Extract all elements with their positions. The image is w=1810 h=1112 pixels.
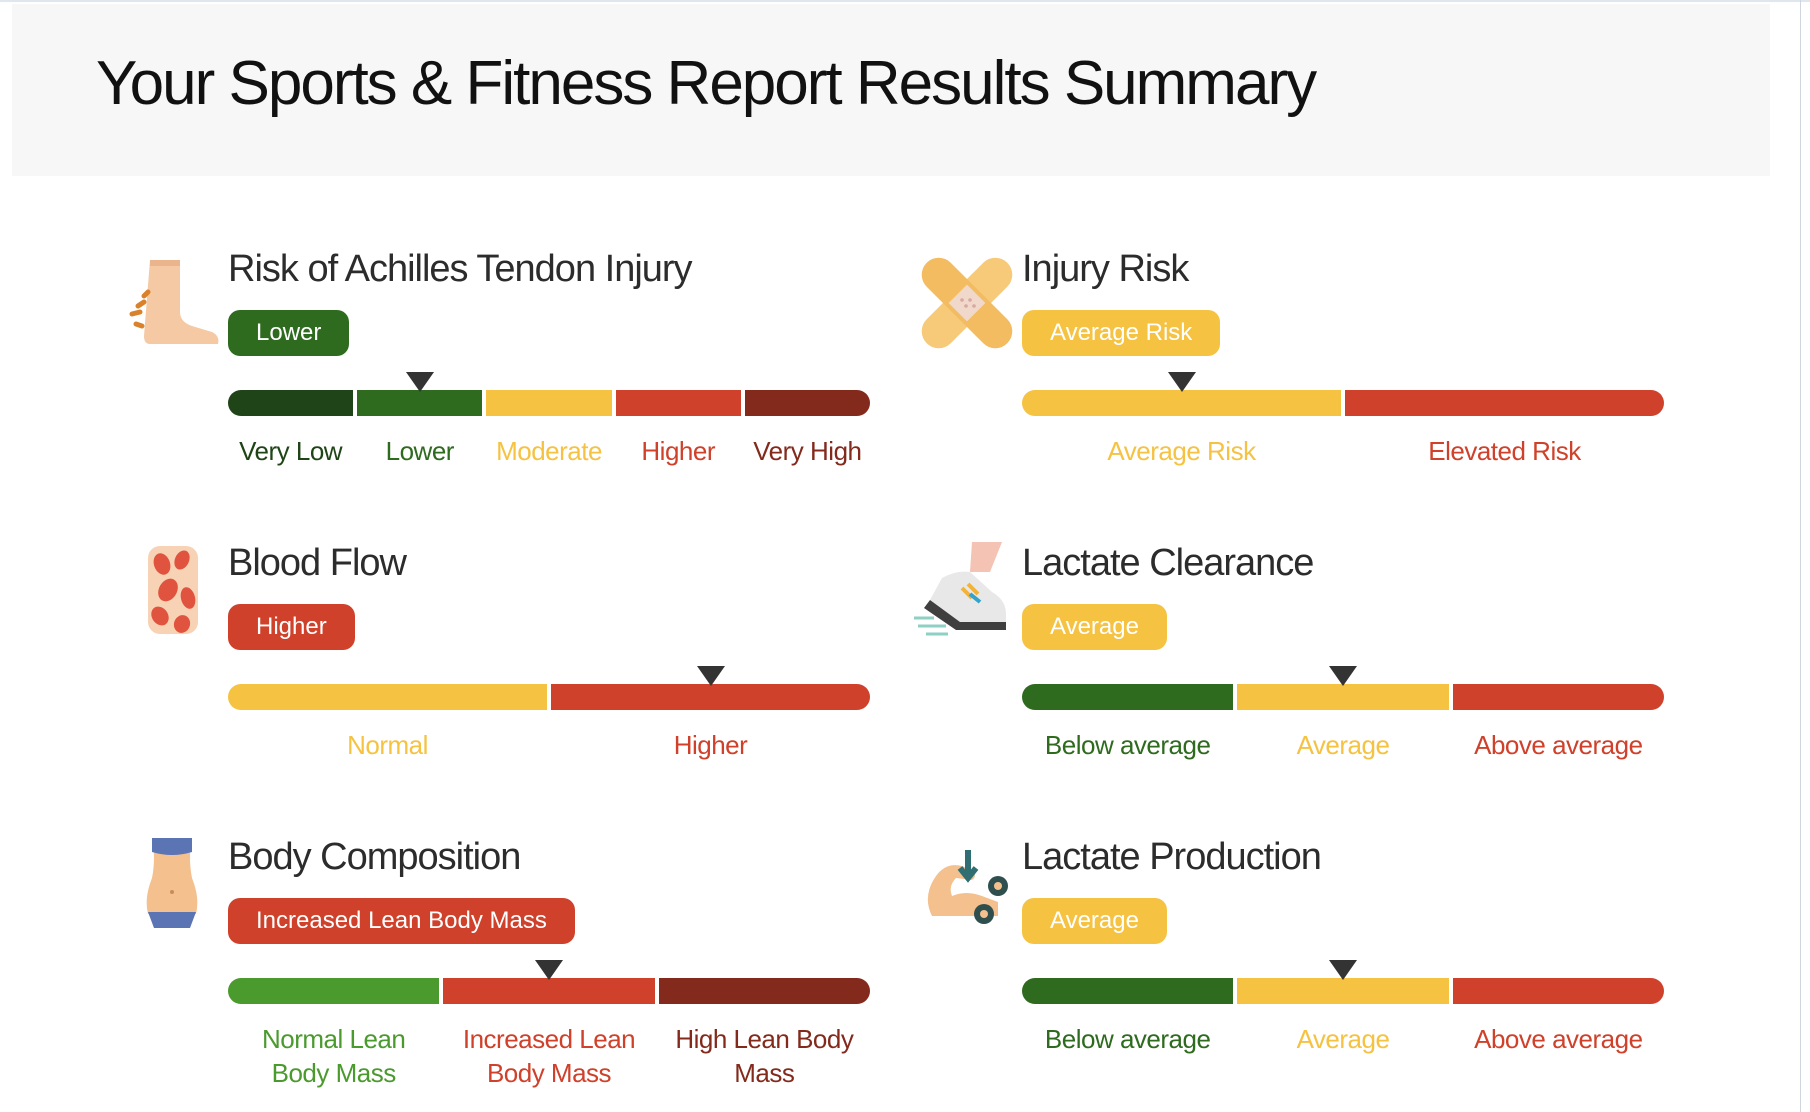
card-body-composition: Body Composition Increased Lean Body Mas…	[146, 836, 968, 1106]
result-badge: Increased Lean Body Mass	[228, 898, 575, 944]
result-marker	[696, 666, 725, 686]
top-border	[0, 0, 1810, 2]
card-blood-flow: Blood Flow Higher Normal Higher	[148, 542, 968, 812]
scale-segment	[658, 978, 870, 1004]
scale-segment	[228, 390, 354, 416]
scale-label: Very Low	[239, 436, 343, 466]
scale-segment	[1237, 978, 1449, 1004]
scale-segment	[615, 390, 741, 416]
scale-label: Moderate	[496, 436, 602, 466]
result-marker	[1167, 372, 1196, 392]
scale-bar	[1022, 390, 1664, 416]
scale-segment	[744, 390, 870, 416]
scale-label: Increased Lean Body Mass	[462, 1022, 636, 1090]
card-title: Body Composition	[228, 836, 521, 878]
card-title: Lactate Clearance	[1022, 542, 1314, 584]
scale-label-line: Body Mass	[271, 1058, 397, 1088]
card-achilles: Risk of Achilles Tendon Injury Lower Ver…	[129, 248, 968, 518]
blood-cells-icon	[118, 542, 228, 652]
scale-label: Normal Lean Body Mass	[261, 1022, 406, 1090]
scale-label: Very High	[753, 436, 862, 466]
scale-segment	[1237, 684, 1449, 710]
scale-bar	[1022, 978, 1664, 1004]
scale-label: Average Risk	[1107, 436, 1256, 466]
scale-label: Higher	[641, 436, 715, 466]
scale-label: Above average	[1474, 1024, 1643, 1054]
card-lactate-production: Lactate Production Average Below average…	[927, 836, 1762, 1106]
scale-segment	[1022, 978, 1234, 1004]
scale-label: Higher	[673, 730, 748, 760]
scale-segment	[1022, 390, 1341, 416]
scale-segment	[551, 684, 870, 710]
result-badge: Average	[1022, 898, 1167, 944]
scale-label: Below average	[1044, 730, 1211, 760]
scale-bar	[228, 978, 870, 1004]
scale-segment	[1345, 390, 1664, 416]
scale-label: Below average	[1044, 1024, 1211, 1054]
scale-segment	[1022, 684, 1234, 710]
scale-bar	[228, 390, 870, 416]
scale-label: Lower	[385, 436, 455, 466]
scale-segment	[443, 978, 655, 1004]
foot-injury-icon	[118, 248, 228, 358]
scale-label-line: High Lean Body	[675, 1024, 854, 1054]
scale-label: Normal	[347, 730, 428, 760]
scale-label-line: Body Mass	[486, 1058, 612, 1088]
card-title: Risk of Achilles Tendon Injury	[228, 248, 693, 290]
scale-label: Average	[1296, 730, 1390, 760]
scale-bar	[1022, 684, 1664, 710]
scale-label-line: Normal Lean	[261, 1024, 406, 1054]
scale-label: High Lean Body Mass	[675, 1022, 854, 1090]
card-title: Lactate Production	[1022, 836, 1322, 878]
scrollbar-edge	[1800, 0, 1801, 1112]
scale-label-line: Increased Lean	[462, 1024, 636, 1054]
result-badge: Average	[1022, 604, 1167, 650]
muscle-arm-icon	[912, 836, 1022, 946]
card-lactate-clearance: Lactate Clearance Average Below average A…	[914, 542, 1762, 812]
result-marker	[405, 372, 434, 392]
scale-segment	[357, 390, 483, 416]
scale-segment	[486, 390, 612, 416]
card-injury-risk: Injury Risk Average Risk Average Risk Ele…	[921, 248, 1762, 518]
report-header: Your Sports & Fitness Report Results Sum…	[12, 4, 1770, 176]
scale-label: Above average	[1474, 730, 1643, 760]
result-marker	[535, 960, 563, 980]
scale-segment	[1452, 978, 1664, 1004]
scale-segment	[228, 978, 440, 1004]
result-badge: Lower	[228, 310, 350, 356]
scale-bar	[228, 684, 870, 710]
scale-segment	[228, 684, 547, 710]
torso-icon	[118, 836, 228, 946]
result-badge: Higher	[228, 604, 355, 650]
scale-label: Elevated Risk	[1428, 436, 1581, 466]
page-title: Your Sports & Fitness Report Results Sum…	[96, 49, 1317, 118]
card-title: Injury Risk	[1022, 248, 1189, 290]
scale-segment	[1452, 684, 1664, 710]
scale-label-line: Mass	[734, 1058, 795, 1088]
card-title: Blood Flow	[228, 542, 407, 584]
result-marker	[1329, 666, 1357, 686]
result-badge: Average Risk	[1022, 310, 1221, 356]
result-marker	[1329, 960, 1357, 980]
scale-label: Average	[1296, 1024, 1390, 1054]
bandage-icon	[912, 248, 1022, 358]
running-shoe-icon	[912, 542, 1022, 652]
